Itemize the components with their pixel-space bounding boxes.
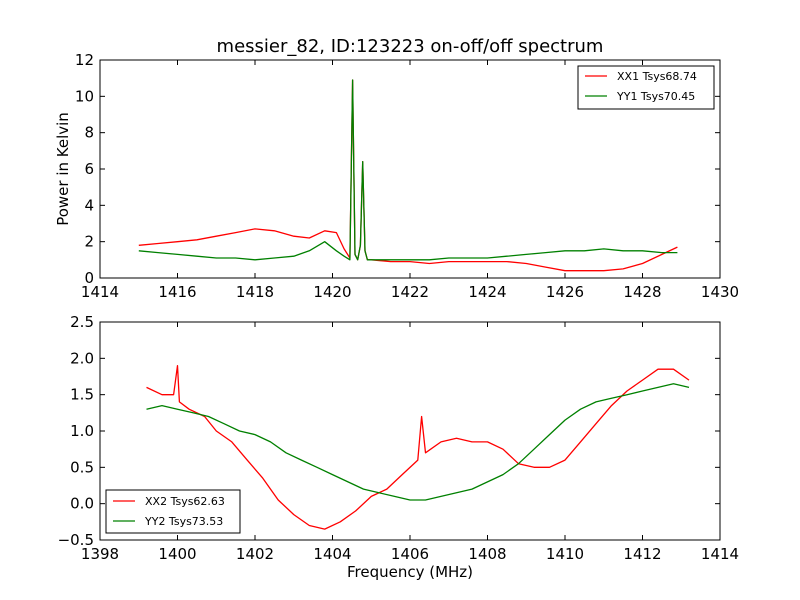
top-x-tick-label: 1422 [391,283,429,301]
bottom-y-tick-label: 2.5 [70,313,94,331]
bottom-series-group [146,364,690,530]
bottom-plot-frame [99,321,721,541]
bottom-legend-box [105,489,241,534]
top-x-tick-label: 1418 [236,283,274,301]
top-chart: messier_82, ID:123223 on-off/off spectru… [54,36,739,301]
top-x-tick-label: 1424 [468,283,506,301]
bottom-legend: XX2 Tsys62.63 YY2 Tsys73.53 [105,489,241,534]
bottom-x-axis-label: Frequency (MHz) [347,563,473,581]
top-x-tick-label: 1430 [701,283,739,301]
bottom-x-tick-label: 1408 [468,545,506,563]
bottom-y-tick-label: 1.5 [70,386,94,404]
top-x-tick-label: 1414 [81,283,119,301]
top-legend: XX1 Tsys68.74 YY1 Tsys70.45 [577,65,715,110]
top-y-tick-label: 6 [84,160,94,178]
top-y-tick-label: 10 [75,87,94,105]
bottom-chart: Frequency (MHz) 1398 1400 1402 1404 1406 1408… [58,313,740,581]
top-legend-label-xx1: XX1 Tsys68.74 [617,70,697,83]
bottom-x-tick-label: 1414 [701,545,739,563]
top-legend-box [577,65,715,110]
bottom-ticks: 1398 1400 1402 1404 1406 1408 1410 1412 1414 −0.5… [58,313,740,563]
bottom-x-tick-label: 1406 [391,545,429,563]
top-y-tick-label: 8 [84,124,94,142]
bottom-series-line-1 [146,364,690,530]
bottom-x-tick-label: 1412 [623,545,661,563]
bottom-x-tick-label: 1400 [158,545,196,563]
chart-title: messier_82, ID:123223 on-off/off spectru… [217,36,604,57]
top-y-tick-label: 2 [84,233,94,251]
top-series-line-2 [138,79,678,261]
top-plot-frame [99,59,721,279]
bottom-legend-label-xx2: XX2 Tsys62.63 [145,495,225,508]
bottom-y-tick-label: 0.5 [70,458,94,476]
top-y-tick-label: 4 [84,196,94,214]
top-x-tick-label: 1426 [546,283,584,301]
bottom-x-tick-label: 1410 [546,545,584,563]
bottom-y-tick-label: −0.5 [58,531,94,549]
top-x-tick-label: 1416 [158,283,196,301]
bottom-y-tick-label: 1.0 [70,422,94,440]
bottom-x-tick-label: 1402 [236,545,274,563]
top-legend-label-yy1: YY1 Tsys70.45 [616,90,695,103]
bottom-x-tick-label: 1404 [313,545,351,563]
bottom-y-tick-label: 0.0 [70,495,94,513]
top-x-tick-label: 1420 [313,283,351,301]
bottom-legend-label-yy2: YY2 Tsys73.53 [144,515,223,528]
top-x-tick-label: 1428 [623,283,661,301]
top-ticks: 1414 1416 1418 1420 1422 1424 1426 1428 1430 0 2 4 6… [75,51,739,301]
bottom-x-tick-label: 1398 [81,545,119,563]
bottom-series-line-2 [146,383,690,501]
top-y-axis-label: Power in Kelvin [54,112,72,226]
top-y-tick-label: 0 [84,269,94,287]
top-series-group [138,79,678,272]
bottom-y-tick-label: 2.0 [70,349,94,367]
top-y-tick-label: 12 [75,51,94,69]
